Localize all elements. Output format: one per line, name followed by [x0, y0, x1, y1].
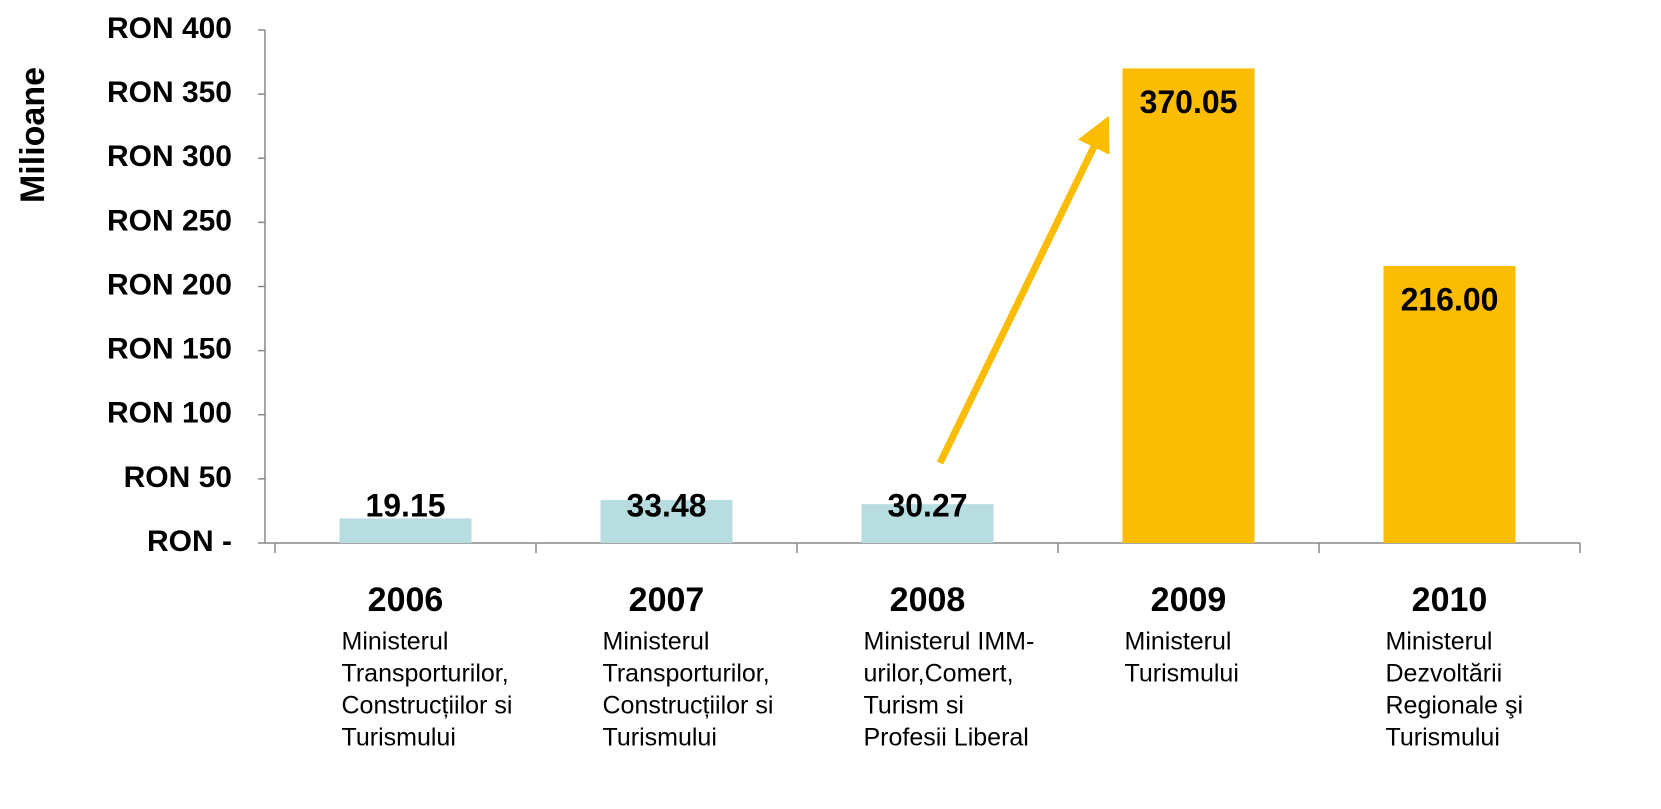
x-tick-label: 2009 [1151, 581, 1227, 619]
category-description: Construcțiilor si [603, 692, 774, 720]
y-tick-label: RON 150 [107, 333, 232, 366]
category-description: urilor,Comert, [864, 660, 1014, 688]
bar [1383, 265, 1516, 543]
bar [861, 504, 994, 543]
trend-arrow [936, 115, 1110, 465]
category-description: Ministerul [1386, 628, 1493, 656]
y-tick-label: RON 200 [107, 268, 232, 301]
y-tick-label: RON 350 [107, 76, 232, 109]
category-description: Ministerul IMM- [864, 628, 1035, 656]
y-tick-label: RON 250 [107, 204, 232, 237]
x-tick-label: 2010 [1412, 581, 1488, 619]
y-tick-label: RON 100 [107, 397, 232, 430]
x-tick-label: 2007 [629, 581, 705, 619]
y-tick-label: RON - [147, 525, 232, 558]
category-description: Turismului [1125, 660, 1239, 688]
category-description: Construcțiilor si [342, 692, 513, 720]
value-label: 33.48 [626, 487, 706, 523]
category-description: Regionale şi [1386, 692, 1524, 720]
x-tick-label: 2006 [368, 581, 444, 619]
category-description: Ministerul [603, 628, 710, 656]
y-axis-label: Milioane [14, 67, 52, 203]
category-description: Ministerul [342, 628, 449, 656]
y-tick-label: RON 300 [107, 140, 232, 173]
bar [1122, 68, 1255, 543]
category-description: Transporturilor, [342, 660, 509, 688]
bar [600, 500, 733, 543]
category-description: Turismului [1386, 724, 1500, 752]
value-label: 30.27 [887, 487, 967, 523]
value-label: 370.05 [1140, 84, 1238, 120]
category-description: Profesii Liberal [864, 724, 1029, 752]
bar [339, 518, 472, 543]
category-description: Turism si [864, 692, 964, 720]
value-label: 19.15 [365, 487, 445, 523]
category-description: Turismului [342, 724, 456, 752]
value-label: 216.00 [1401, 281, 1499, 317]
y-tick-label: RON 50 [124, 461, 232, 494]
category-description: Ministerul [1125, 628, 1232, 656]
y-tick-label: RON 400 [107, 12, 232, 45]
category-description: Turismului [603, 724, 717, 752]
category-description: Dezvoltării [1386, 660, 1503, 688]
x-tick-label: 2008 [890, 581, 966, 619]
category-description: Transporturilor, [603, 660, 770, 688]
